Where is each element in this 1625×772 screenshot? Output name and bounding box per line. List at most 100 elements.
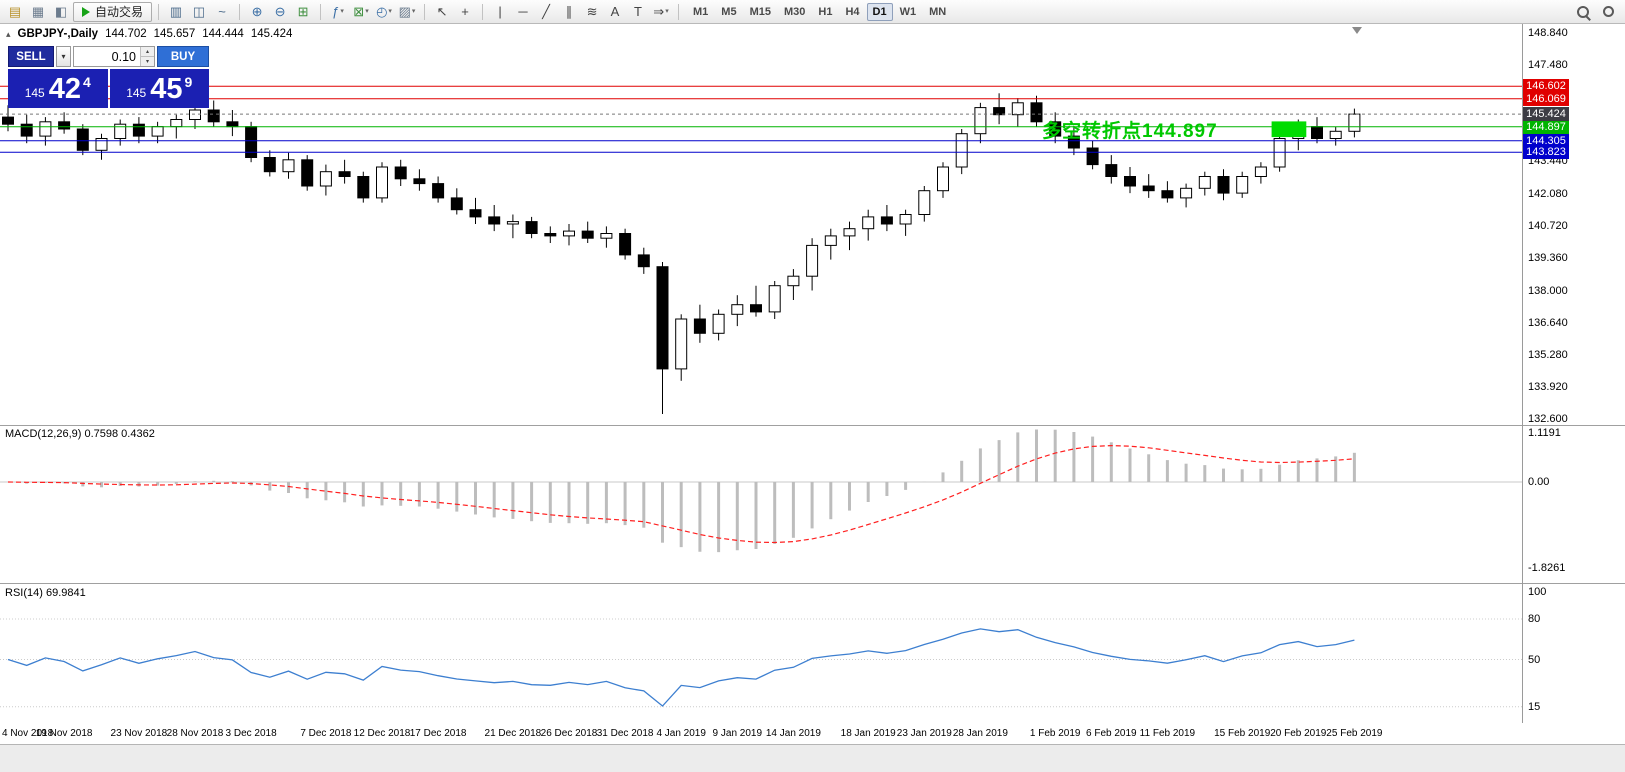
time-axis-label: 14 Jan 2019 <box>765 728 821 739</box>
equidistant-channel-icon[interactable]: ∥ <box>565 4 573 19</box>
toolbar: ▤ ▦ ◧ 自动交易 ▥ ◫ ~ ⊕ ⊖ ⊞ ƒ ▾ ⊠ ▾ ◴ ▾ ▨ ▾ ↖ + | ─ ╱ ∥ ≋ A T ⇒ ▾ M1 M5 M15 M… <box>0 0 1625 24</box>
chevron-down-icon: ▾ <box>388 8 392 15</box>
highlight-rect-object[interactable] <box>1271 121 1307 138</box>
panel-separator-rsi[interactable] <box>0 583 1625 584</box>
price-axis-tick: 147.480 <box>1528 59 1568 72</box>
macd-values: 0.7598 0.4362 <box>84 428 155 440</box>
search-icon[interactable] <box>1572 2 1594 21</box>
chart-window-icon[interactable]: ▦ <box>31 4 45 19</box>
timeframe-m30-button[interactable]: M30 <box>783 5 806 18</box>
chart-annotation-text[interactable]: 多空转折点144.897 <box>1042 121 1218 142</box>
timeframe-mn-button[interactable]: MN <box>929 5 947 18</box>
time-axis-label: 15 Feb 2019 <box>1214 728 1271 739</box>
price-tag-143.823: 143.823 <box>1523 145 1569 160</box>
horizontal-line-icon[interactable]: ─ <box>518 4 528 19</box>
buy-price-point: 9 <box>184 74 193 90</box>
buy-price-figure: 145 <box>126 86 147 100</box>
chart-shift-marker[interactable] <box>1352 27 1362 34</box>
tile-windows-icon[interactable]: ⊞ <box>297 4 309 19</box>
macd-axis-tick: 1.1191 <box>1528 427 1561 439</box>
time-axis-label: 25 Feb 2019 <box>1326 728 1383 739</box>
panel-separator-macd[interactable] <box>0 425 1625 426</box>
autotrading-button[interactable]: 自动交易 <box>73 1 153 22</box>
time-axis-label: 23 Nov 2018 <box>110 728 168 739</box>
price-axis-tick: 136.640 <box>1528 316 1568 329</box>
text-label-icon[interactable]: T <box>634 4 642 19</box>
time-axis-label: 4 Jan 2019 <box>656 728 706 739</box>
line-chart-icon[interactable]: ~ <box>218 4 226 19</box>
zoom-out-icon[interactable]: ⊖ <box>274 4 286 19</box>
timeframe-m5-button[interactable]: M5 <box>721 5 737 18</box>
macd-axis-tick: 0.00 <box>1528 476 1550 488</box>
rsi-line <box>7 628 1355 707</box>
timeframe-m15-button[interactable]: M15 <box>749 5 771 18</box>
bar-chart-icon[interactable]: ▥ <box>169 4 183 19</box>
volume-input[interactable] <box>74 47 140 66</box>
price-tag-144.897: 144.897 <box>1523 119 1569 134</box>
toolbar-separator <box>320 3 322 20</box>
time-axis-label: 28 Nov 2018 <box>166 728 224 739</box>
volume-dropdown-button[interactable]: ▾ <box>56 46 71 67</box>
time-axis-label: 20 Feb 2019 <box>1270 728 1327 739</box>
price-tag-146.602: 146.602 <box>1523 79 1569 94</box>
timeframe-d1-button[interactable]: D1 <box>866 2 893 21</box>
trade-panel-controls: SELL ▾ ▴ ▾ BUY <box>8 46 209 67</box>
fibonacci-icon[interactable]: ≋ <box>586 4 598 19</box>
time-axis[interactable]: 4 Nov 2018 19 Nov 2018 23 Nov 2018 28 Nov 2… <box>0 723 1625 744</box>
macd-signal-line <box>7 444 1355 544</box>
toolbar-separator <box>482 3 484 20</box>
symbol-period-label: GBPJPY-,Daily <box>17 28 99 40</box>
chevron-down-icon: ▾ <box>365 8 369 15</box>
timeframe-h4-button[interactable]: H4 <box>845 5 860 18</box>
sell-button[interactable]: SELL <box>8 46 54 67</box>
rsi-axis-tick: 80 <box>1528 613 1541 625</box>
volume-decrease-button[interactable]: ▾ <box>141 57 154 66</box>
high-value: 145.657 <box>153 28 196 40</box>
toolbar-left-groups: ▤ ▦ ◧ 自动交易 ▥ ◫ ~ ⊕ ⊖ ⊞ ƒ ▾ ⊠ ▾ ◴ ▾ ▨ ▾ ↖ + | ─ ╱ ∥ ≋ A T ⇒ ▾ M1 M5 M15 M… <box>4 1 952 22</box>
indicators-icon[interactable]: ƒ ▾ <box>332 4 344 19</box>
data-window-icon[interactable]: ◧ <box>54 4 68 19</box>
community-icon[interactable] <box>1597 2 1619 21</box>
zoom-in-icon[interactable]: ⊕ <box>251 4 263 19</box>
trade-panel-prices: 145 42 4 145 45 9 <box>8 69 209 108</box>
arrows-icon[interactable]: ⇒ ▾ <box>653 4 669 19</box>
templates-icon[interactable]: ▨ ▾ <box>398 4 416 19</box>
macd-name: MACD(12,26,9) <box>5 428 82 440</box>
sell-price-display[interactable]: 145 42 4 <box>8 69 108 108</box>
time-axis-label: 18 Jan 2019 <box>840 728 896 739</box>
vertical-line-icon[interactable]: | <box>498 4 502 19</box>
price-axis-border <box>1522 24 1523 744</box>
timeframe-h1-button[interactable]: H1 <box>818 5 833 18</box>
text-icon[interactable]: A <box>610 4 620 19</box>
chevron-down-icon: ▾ <box>340 8 344 15</box>
periods-clock-icon[interactable]: ◴ ▾ <box>376 4 392 19</box>
rsi-axis-tick: 100 <box>1528 586 1547 598</box>
price-axis-tick: 132.600 <box>1528 412 1568 425</box>
price-axis-tick: 140.720 <box>1528 219 1568 232</box>
timeframe-w1-button[interactable]: W1 <box>899 5 917 18</box>
buy-price-display[interactable]: 145 45 9 <box>109 69 209 108</box>
crosshair-icon[interactable]: + <box>461 4 469 19</box>
toolbar-separator <box>678 3 680 20</box>
timeframe-m1-button[interactable]: M1 <box>693 5 709 18</box>
time-axis-label: 6 Feb 2019 <box>1085 728 1137 739</box>
new-order-icon[interactable]: ▤ <box>8 4 22 19</box>
buy-button[interactable]: BUY <box>157 46 209 67</box>
symbol-marker-icon: ▴ <box>6 28 11 39</box>
volume-increase-button[interactable]: ▴ <box>141 47 154 57</box>
time-axis-label: 19 Nov 2018 <box>35 728 93 739</box>
open-value: 144.702 <box>105 28 147 40</box>
circle-glyph <box>1602 6 1614 17</box>
low-value: 144.444 <box>202 28 244 40</box>
add-indicator-icon[interactable]: ⊠ ▾ <box>353 4 369 19</box>
chevron-down-icon: ▾ <box>411 8 416 15</box>
cursor-icon[interactable]: ↖ <box>436 4 448 19</box>
price-axis[interactable]: 148.840147.480146.120144.760143.440142.0… <box>1522 24 1625 723</box>
time-axis-label: 7 Dec 2018 <box>300 728 352 739</box>
timeframe-buttons: M1 M5 M15 M30 H1 H4 D1 W1 MN <box>687 2 952 21</box>
candlestick-chart-icon[interactable]: ◫ <box>192 4 206 19</box>
trendline-icon[interactable]: ╱ <box>542 4 550 19</box>
price-axis-tick: 142.080 <box>1528 187 1568 200</box>
